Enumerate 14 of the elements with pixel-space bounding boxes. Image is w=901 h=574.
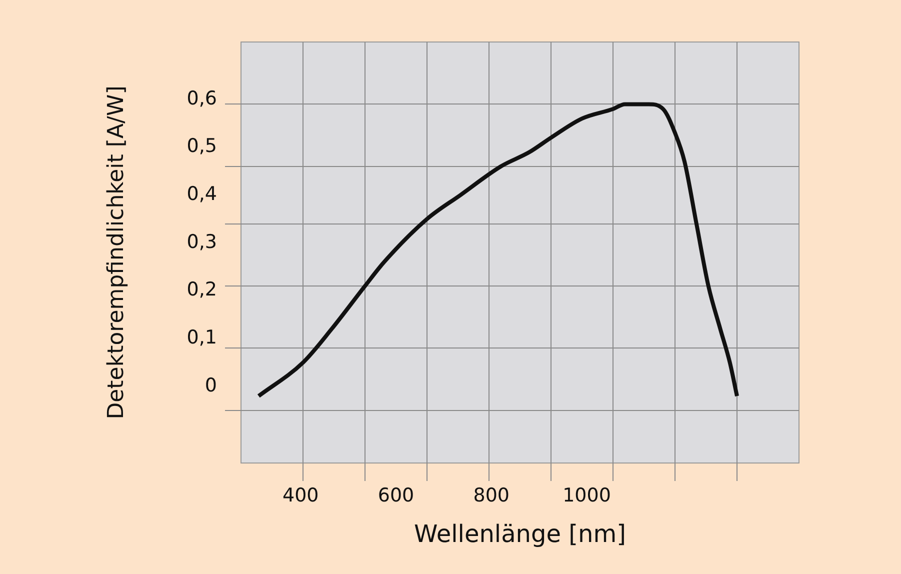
- line-series: [256, 102, 739, 398]
- x-tick-label: 600: [378, 484, 414, 506]
- y-tick-label: 0: [204, 374, 217, 396]
- y-axis-title: Detektorempfindlichkeit [A/W]: [104, 86, 129, 420]
- x-tick-label: 1000: [562, 484, 611, 506]
- y-tick-label: 0,6: [186, 87, 217, 110]
- y-tick-label: 0,3: [186, 230, 217, 253]
- x-tick-label: 800: [473, 484, 510, 506]
- x-axis-title: Wellenlänge [nm]: [414, 520, 626, 548]
- y-tick-label: 0,1: [186, 326, 217, 349]
- x-tick-label: 400: [282, 484, 319, 506]
- y-tick-label: 0,2: [186, 278, 217, 301]
- y-tick-label: 0,5: [186, 135, 217, 158]
- y-tick-label: 0,4: [186, 183, 217, 206]
